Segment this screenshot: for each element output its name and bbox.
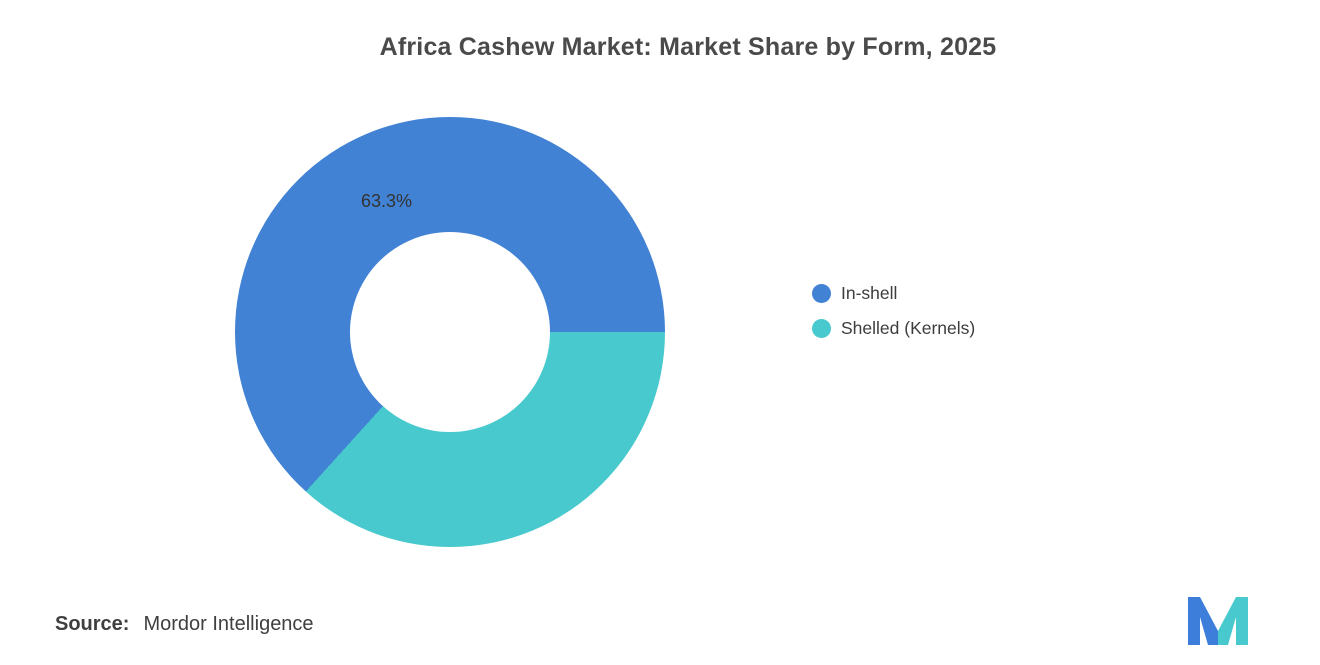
legend-swatch-shelled	[812, 319, 831, 338]
source-attribution: Source: Mordor Intelligence	[55, 613, 314, 636]
donut-hole	[350, 232, 550, 432]
legend-item-shelled: Shelled (Kernels)	[812, 318, 975, 339]
donut-chart: 63.3%	[235, 117, 665, 547]
mordor-intelligence-logo	[1188, 597, 1248, 645]
legend-label: In-shell	[841, 283, 898, 303]
chart-title: Africa Cashew Market: Market Share by Fo…	[379, 33, 997, 61]
source-label: Source:	[55, 613, 130, 635]
chart-legend: In-shell Shelled (Kernels)	[812, 283, 975, 353]
slice-data-label: 63.3%	[361, 191, 413, 211]
legend-item-in-shell: In-shell	[812, 283, 975, 304]
legend-swatch-in-shell	[812, 284, 831, 303]
legend-label: Shelled (Kernels)	[841, 318, 976, 338]
source-text: Mordor Intelligence	[143, 613, 314, 635]
